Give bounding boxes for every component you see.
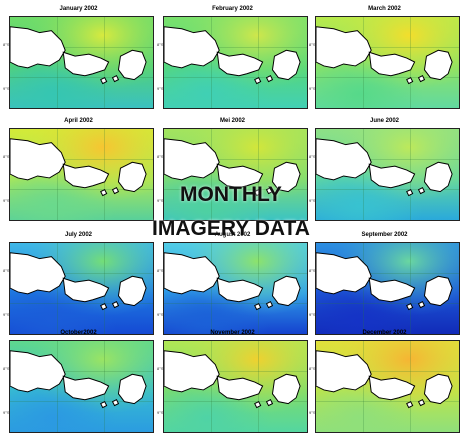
sst-map (163, 242, 308, 335)
map-panel: January 2002 8°S 9°S (3, 3, 154, 109)
panel-title: August 2002 (214, 232, 251, 238)
sst-map (315, 16, 460, 109)
latitude-label: 9°S (3, 312, 10, 317)
panel-title: June 2002 (369, 118, 400, 124)
overlay-caption: MONTHLY IMAGERY DATA (0, 178, 462, 246)
sst-map (9, 16, 154, 109)
sst-map (163, 16, 308, 109)
sst-map (163, 128, 308, 221)
map-panel: September 2002 8°S 9°S (309, 229, 460, 335)
panel-title: March 2002 (368, 6, 401, 12)
map-panel: December 2002 8°S 9°S (309, 327, 460, 433)
map-panel: March 2002 8°S 9°S (309, 3, 460, 109)
sst-map (9, 340, 154, 433)
latitude-label: 9°S (309, 312, 316, 317)
latitude-label: 8°S (3, 42, 10, 47)
latitude-label: 8°S (309, 366, 316, 371)
map-panel: Mei 2002 8°S 9°S (157, 115, 308, 221)
sst-map (315, 242, 460, 335)
panel-title: April 2002 (64, 118, 93, 124)
panel-title: December 2002 (362, 330, 407, 336)
latitude-label: 9°S (3, 198, 10, 203)
latitude-label: 8°S (157, 366, 164, 371)
panel-title: September 2002 (361, 232, 408, 238)
latitude-label: 9°S (3, 410, 10, 415)
latitude-label: 8°S (3, 268, 10, 273)
latitude-label: 8°S (157, 268, 164, 273)
map-panel: August 2002 8°S 9°S (157, 229, 308, 335)
panel-title: November 2002 (210, 330, 255, 336)
latitude-label: 8°S (3, 366, 10, 371)
sst-map (315, 340, 460, 433)
latitude-label: 9°S (309, 86, 316, 91)
panel-title: July 2002 (64, 232, 93, 238)
map-panel: October2002 8°S 9°S (3, 327, 154, 433)
latitude-label: 9°S (309, 410, 316, 415)
sst-map (163, 340, 308, 433)
panel-title: Mei 2002 (219, 118, 246, 124)
latitude-label: 9°S (3, 86, 10, 91)
sst-map (9, 128, 154, 221)
map-panel: February 2002 8°S 9°S (157, 3, 308, 109)
overlay-line-2: IMAGERY DATA (152, 217, 310, 240)
map-panel: April 2002 8°S 9°S (3, 115, 154, 221)
latitude-label: 8°S (309, 268, 316, 273)
latitude-label: 8°S (157, 154, 164, 159)
latitude-label: 8°S (309, 154, 316, 159)
map-panel: June 2002 8°S 9°S (309, 115, 460, 221)
panel-title: October2002 (60, 330, 97, 336)
latitude-label: 8°S (157, 42, 164, 47)
sst-map (315, 128, 460, 221)
map-panel: November 2002 8°S 9°S (157, 327, 308, 433)
latitude-label: 9°S (157, 86, 164, 91)
sst-map (9, 242, 154, 335)
map-panel: July 2002 8°S 9°S (3, 229, 154, 335)
panel-title: February 2002 (212, 6, 253, 12)
panel-title: January 2002 (59, 6, 98, 12)
latitude-label: 8°S (3, 154, 10, 159)
overlay-line-1: MONTHLY (180, 183, 282, 206)
latitude-label: 9°S (157, 410, 164, 415)
latitude-label: 9°S (157, 312, 164, 317)
latitude-label: 9°S (157, 198, 164, 203)
latitude-label: 8°S (309, 42, 316, 47)
latitude-label: 9°S (309, 198, 316, 203)
